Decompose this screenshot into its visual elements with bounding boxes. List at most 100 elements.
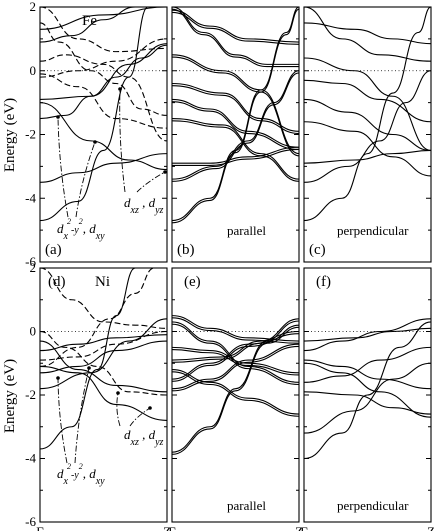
band-line (172, 118, 299, 180)
band-line (172, 7, 299, 65)
band-line (304, 98, 431, 151)
panel-a: 2 0 -2 -4 -6 (a) Fe dxz , dyz dx2-y2, dxy (25, 0, 168, 269)
band-line-split (172, 72, 299, 182)
band-line (304, 346, 431, 383)
panel-label: (a) (45, 242, 62, 258)
orbital-label-dxz-dyz: dxz , dyz (124, 427, 164, 448)
config-label: perpendicular (337, 223, 409, 238)
band-line (40, 7, 167, 53)
annotation-arrowhead (118, 87, 122, 91)
band-line (304, 359, 431, 390)
orbital-label-dxz-dyz: dxz , dyz (124, 195, 164, 216)
band-line-split (172, 56, 299, 157)
y-tick-label: -6 (25, 514, 36, 529)
y-tick-label: 2 (30, 260, 37, 275)
annotation-arrowhead (56, 115, 60, 119)
band-line-split (172, 120, 299, 182)
panel-label: (c) (309, 242, 326, 258)
band-line (304, 70, 431, 183)
band-line (40, 102, 167, 171)
band-line (40, 22, 167, 116)
config-label: parallel (227, 223, 266, 238)
band-line-split (172, 326, 299, 455)
annotation-arrowhead (87, 366, 91, 370)
bands-group (40, 268, 167, 450)
y-tick-label: -6 (25, 254, 36, 269)
panel-e: Γ Z (e) parallel (168, 267, 303, 531)
band-line (40, 7, 149, 222)
annotation-arrow (129, 407, 151, 427)
band-line-split (172, 349, 299, 376)
orbital-label-dx2y2-dxy: dx2-y2, dxy (57, 462, 105, 487)
band-line (40, 268, 136, 450)
band-line (304, 362, 431, 418)
band-line (40, 153, 167, 183)
band-line (40, 340, 167, 374)
x-tick-label-z: Z (427, 524, 435, 531)
panel-b: (b) parallel (171, 6, 300, 263)
annotation-arrowhead (93, 140, 97, 144)
y-tick-label: 0 (30, 324, 37, 339)
bands-group (304, 318, 431, 460)
y-tick-label: -2 (25, 387, 36, 402)
band-line (40, 7, 136, 43)
bands-group (40, 7, 167, 222)
band-line-split (172, 8, 299, 224)
band-line (304, 7, 431, 222)
band-line (40, 73, 167, 129)
band-line (304, 321, 431, 460)
y-tick-label: -4 (25, 451, 36, 466)
bands-group (172, 315, 299, 455)
band-line (172, 70, 299, 180)
config-label: parallel (227, 498, 266, 513)
y-axis-label-bottom: Energy (eV) (2, 359, 18, 433)
band-line (40, 318, 167, 390)
annotation-arrow (57, 377, 68, 464)
band-line-split (172, 320, 299, 363)
panel-c: (c) perpendicular (303, 6, 432, 263)
band-line (40, 365, 167, 421)
band-line (304, 7, 431, 62)
band-line (304, 318, 431, 352)
x-tick-label-gamma: Γ (300, 524, 308, 531)
panel-label: (e) (184, 274, 201, 290)
annotation-arrow (136, 171, 166, 193)
band-line (40, 268, 155, 367)
annotation-arrowhead (56, 376, 60, 380)
band-line (40, 334, 167, 352)
bands-group (172, 7, 299, 224)
band-line (304, 121, 431, 177)
panel-label: (d) (48, 274, 66, 290)
band-line (40, 268, 167, 329)
orbital-label-dx2y2-dxy: dx2-y2, dxy (57, 217, 105, 242)
annotation-arrow (119, 88, 126, 193)
x-tick-label-z: Z (295, 524, 303, 531)
band-line (40, 330, 167, 361)
band-line (172, 343, 299, 390)
y-tick-label: 2 (30, 0, 37, 14)
band-line-split (172, 85, 299, 135)
band-line (172, 346, 299, 374)
band-line-split (172, 148, 299, 166)
band-line (40, 43, 167, 100)
band-line (40, 38, 167, 78)
annotation-arrow (57, 116, 69, 218)
band-line (304, 391, 431, 415)
band-line (172, 318, 299, 361)
annotation-arrowhead (148, 406, 152, 410)
y-tick-label: -2 (25, 127, 36, 142)
band-line (172, 324, 299, 453)
panel-d: 2 0 -2 -4 -6Γ Z (d) Ni dxz , dyz dx2-y2, dxy (25, 260, 171, 531)
band-line (304, 79, 431, 123)
band-line (40, 7, 167, 30)
annotation-arrow (74, 367, 90, 464)
band-line (172, 330, 299, 380)
band-line (304, 327, 431, 342)
bands-group (304, 7, 431, 222)
config-label: perpendicular (337, 498, 409, 513)
band-line-split (172, 11, 299, 45)
band-line-split (172, 101, 299, 150)
x-tick-label-gamma: Γ (168, 524, 176, 531)
band-line (172, 54, 299, 155)
